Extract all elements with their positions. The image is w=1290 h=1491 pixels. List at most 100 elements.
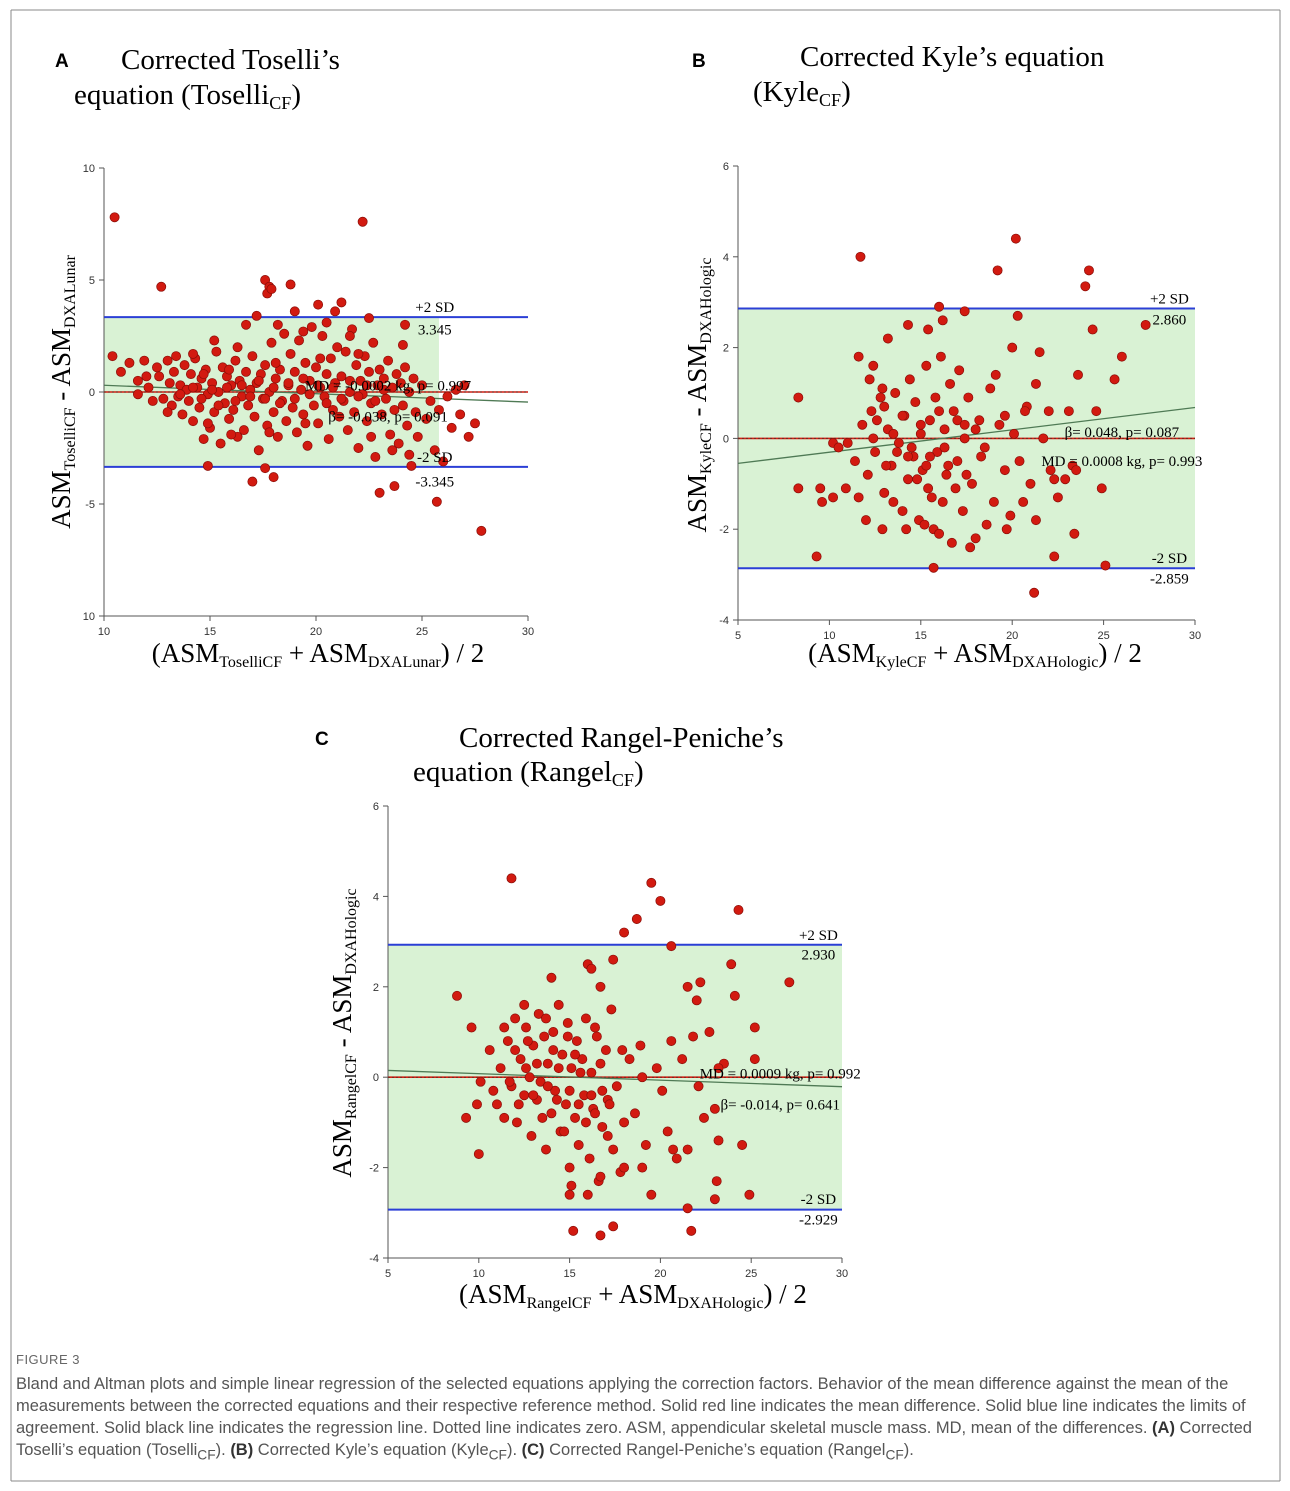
caption-run: Corrected Kyle’s equation (Kyle (253, 1441, 489, 1459)
data-point (357, 216, 368, 227)
data-point (853, 351, 864, 362)
data-point (948, 406, 959, 417)
data-point (438, 456, 449, 467)
data-point (965, 542, 976, 553)
data-point (1080, 281, 1091, 292)
data-point (521, 1063, 531, 1074)
data-point (522, 1036, 533, 1046)
data-point (537, 1112, 548, 1123)
data-point (833, 442, 844, 453)
data-point (425, 396, 436, 406)
data-point (224, 413, 235, 424)
data-point (442, 391, 453, 402)
data-point (328, 382, 338, 393)
data-point (570, 1112, 580, 1123)
data-point (893, 437, 904, 448)
data-point (637, 1162, 648, 1173)
data-point (600, 1045, 611, 1056)
data-point (682, 981, 693, 992)
data-point (713, 1135, 724, 1146)
data-point (981, 519, 992, 530)
data-point (686, 1225, 697, 1236)
data-point (595, 981, 606, 992)
y-tick-label: 10 (83, 611, 95, 623)
data-point (215, 438, 226, 449)
panel-letter: C (315, 729, 329, 750)
data-point (546, 972, 557, 983)
data-point (617, 1045, 628, 1056)
y-tick-label: 0 (89, 387, 95, 399)
data-point (300, 357, 311, 368)
data-point (260, 463, 271, 474)
x-axis-label-run: + ASM (926, 638, 1012, 668)
x-tick-label: 30 (522, 626, 534, 638)
data-point (260, 360, 271, 371)
data-point (283, 378, 294, 388)
data-point (688, 1031, 699, 1042)
data-point (548, 1045, 559, 1056)
y-tick-label: 4 (723, 252, 729, 264)
regression-line (387, 1069, 843, 1088)
data-point (381, 393, 391, 404)
caption-run: ). (903, 1441, 914, 1459)
data-point (631, 914, 642, 924)
chart-title-line-run: ) (841, 76, 851, 108)
data-point (353, 443, 364, 453)
data-point (417, 380, 427, 391)
data-point (999, 410, 1010, 421)
data-point (281, 416, 292, 427)
x-axis-label-subscript: RangelCF (527, 1295, 592, 1312)
data-point (230, 396, 241, 406)
data-point (619, 927, 630, 938)
data-point (1109, 374, 1120, 385)
data-point (553, 999, 564, 1010)
data-point (383, 355, 394, 366)
data-point (542, 1058, 553, 1069)
y-tick-label: -4 (719, 615, 729, 627)
y-axis-label-run: - ASM (327, 975, 357, 1055)
y-tick-label: 5 (89, 275, 95, 287)
data-point (539, 1031, 550, 1042)
data-point (188, 382, 198, 393)
x-tick-label: 15 (204, 626, 216, 638)
data-point (169, 366, 179, 377)
y-tick-label: 6 (373, 801, 379, 813)
data-point (1100, 560, 1111, 571)
data-point (232, 342, 243, 353)
data-point (473, 1149, 484, 1159)
data-point (238, 425, 249, 436)
chart-annotation: -2 SD (801, 1192, 837, 1208)
data-point (733, 905, 744, 915)
y-axis-label-subscript: DXAHologic (343, 888, 360, 974)
data-point (328, 404, 338, 415)
data-point (606, 1004, 617, 1015)
y-axis-label-run: - ASM (46, 328, 76, 408)
data-point (275, 398, 285, 409)
data-point (1096, 483, 1107, 494)
data-point (404, 449, 415, 460)
data-point (784, 977, 795, 988)
data-point (241, 366, 251, 377)
data-point (862, 469, 873, 480)
x-axis-label: (ASMKyleCF + ASMDXAHologic) / 2 (808, 638, 1142, 671)
caption-subscript: CF (197, 1447, 216, 1463)
data-point (817, 497, 828, 507)
data-point (990, 369, 1001, 380)
data-point (132, 375, 143, 386)
x-axis-label-subscript: ToselliCF (219, 654, 282, 671)
data-point (511, 1117, 522, 1128)
data-point (251, 310, 262, 321)
data-point (952, 415, 963, 426)
data-point (868, 433, 879, 444)
regression-line (103, 384, 529, 403)
data-point (586, 1067, 597, 1078)
data-point (1001, 524, 1012, 535)
data-point (1073, 369, 1083, 380)
data-point (937, 315, 948, 326)
caption-panel-ref: (A) (1152, 1419, 1175, 1437)
data-point (1049, 551, 1060, 562)
data-point (484, 1045, 495, 1056)
data-point (389, 481, 400, 492)
data-point (268, 407, 279, 418)
